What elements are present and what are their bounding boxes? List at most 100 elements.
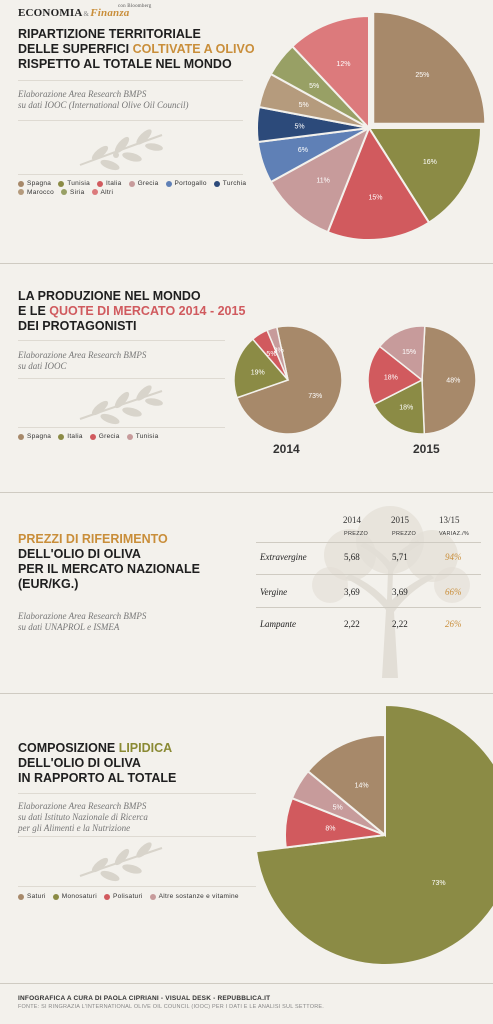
section2-source-line1: Elaborazione Area Research BMPS [18, 350, 147, 360]
legend-item-portogallo: Portogallo [165, 180, 207, 187]
col-sub-2015: PREZZO [392, 531, 417, 537]
pie-chart-2015: 48% 18% 18% 15% [367, 325, 477, 435]
section-divider-3 [0, 693, 493, 694]
section1-legend: Spagna Tunisia Italia Grecia Portogallo Turch… [18, 180, 258, 197]
legend-label: Altri [100, 188, 114, 196]
section3-source-line2: su dati UNAPROL e ISMEA [18, 622, 120, 632]
legend-swatch [91, 189, 98, 195]
legend-label: Italia [106, 180, 122, 187]
section4-separator [18, 793, 256, 794]
legend-swatch [126, 433, 133, 440]
footer-credits: INFOGRAFICA A CURA DI PAOLA CIPRIANI - V… [18, 995, 271, 1002]
section4-title-line2: DELL'OLIO DI OLIVA [18, 756, 141, 770]
legend-item-marocco: Marocco [18, 189, 54, 196]
pie-slice-tunisia [378, 325, 426, 382]
section2-separator-2 [18, 378, 225, 379]
section-divider-2 [0, 492, 493, 493]
pie-label-spagna: 48% [446, 378, 460, 385]
pie-label-marocco: 5% [299, 102, 309, 109]
section4-source-line2: su dati Istituto Nazionale di Ricerca [18, 812, 148, 822]
pie-label-portogallo: 6% [298, 147, 308, 154]
legend-label: Altre sostanze e vitamine [158, 893, 239, 900]
section4-source: Elaborazione Area Research BMPS su dati … [18, 801, 148, 834]
row-label-vergine: Vergine [260, 587, 288, 597]
section1-separator-2 [18, 120, 243, 121]
pie-slice-italia [326, 125, 431, 241]
price-table: 2014 2015 13/15 PREZZO PREZZO VARIAZ./% … [248, 510, 483, 640]
pie-label-turchia: 5% [295, 123, 305, 130]
legend-swatch [213, 180, 220, 187]
section4-legend: Saturi Monosaturi Polisaturi Altre sostanze… [18, 893, 253, 902]
legend-label: Polisaturi [112, 893, 143, 900]
section1-title-line2: DELLE SUPERFICI [18, 42, 133, 56]
legend-swatch [18, 893, 24, 900]
table-rule [256, 574, 481, 575]
legend-swatch [18, 189, 24, 195]
legend-item-altre-sostanze-e-vitamine: Altre sostanze e vitamine [149, 893, 239, 900]
pie-slice-monosaturi [254, 703, 493, 966]
row-value-2014: 2,22 [344, 619, 360, 629]
pie-slice-grecia [269, 125, 371, 234]
row-value-2014: 3,69 [344, 587, 360, 597]
section3-title-highlight: PREZZI DI RIFERIMENTO [18, 532, 168, 546]
legend-swatch [103, 893, 110, 900]
legend-swatch [18, 433, 24, 440]
col-header-2014: 2014 [343, 515, 361, 525]
table-rule [256, 607, 481, 608]
section4-separator-2 [18, 836, 256, 837]
pie-chart-superfici: 25% 16% 15% 11% 6% 5% 5% 5% 12% [256, 10, 487, 241]
section1-separator-3 [18, 174, 243, 175]
pie-label-tunisia: 16% [423, 159, 437, 166]
legend-label: Turchia [222, 180, 247, 187]
section3-source-line1: Elaborazione Area Research BMPS [18, 611, 147, 621]
legend-item-altri: Altri [91, 188, 114, 196]
pie-label-grecia: 18% [384, 374, 398, 381]
pie-label-italia: 18% [399, 405, 413, 412]
legend-swatch [52, 893, 59, 900]
section2-title-line2: E LE [18, 304, 50, 318]
col-header-variation: 13/15 [439, 515, 460, 525]
row-value-variation: 26% [445, 619, 462, 629]
legend-swatch [97, 180, 104, 187]
pie-slice-spagna [421, 325, 477, 435]
year-label-2015: 2015 [413, 442, 440, 456]
pie-label-italia: 19% [251, 369, 265, 376]
row-label-extravergine: Extravergine [260, 552, 307, 562]
section2-title: LA PRODUZIONE NEL MONDO E LE QUOTE DI ME… [18, 289, 245, 334]
row-value-variation: 66% [445, 587, 462, 597]
legend-label: Tunisia [135, 433, 159, 440]
col-sub-2014: PREZZO [344, 531, 369, 537]
legend-label: Saturi [27, 893, 46, 900]
section4-source-line3: per gli Alimenti e la Nutrizione [18, 823, 131, 833]
legend-item-italia: Italia [97, 180, 122, 187]
brand-amp: & [83, 10, 90, 18]
pie-label-tunisia: 15% [402, 349, 416, 356]
footer-source: FONTE: SI RINGRAZIA L'INTERNATIONAL OLIV… [18, 1004, 324, 1010]
legend-label: Siria [70, 188, 85, 196]
legend-item-polisaturi: Polisaturi [103, 893, 143, 900]
section1-title-line3: RISPETTO AL TOTALE NEL MONDO [18, 57, 232, 71]
brand-main: ECONOMIA [18, 7, 83, 19]
legend-item-tunisia: Tunisia [58, 180, 90, 187]
section2-title-highlight: QUOTE DI MERCATO 2014 - 2015 [49, 304, 246, 318]
pie-label-altre-sostanze-e-vitamine: 5% [333, 805, 343, 812]
row-value-2015: 5,71 [392, 552, 408, 562]
pie-slice-grecia [367, 345, 424, 406]
section-divider-1 [0, 263, 493, 264]
section-divider-4 [0, 983, 493, 984]
section2-legend: Spagna Italia Grecia Tunisia [18, 433, 228, 442]
legend-item-spagna: Spagna [18, 433, 51, 440]
pie-label-polisaturi: 8% [325, 826, 335, 833]
pie-label-saturi: 14% [355, 783, 369, 790]
section4-title: COMPOSIZIONE LIPIDICA DELL'OLIO DI OLIVA… [18, 741, 176, 786]
section2-source-line2: su dati IOOC [18, 361, 67, 371]
section4-source-line1: Elaborazione Area Research BMPS [18, 801, 147, 811]
pie-chart-lipidica: 73% 8% 5% 14% [254, 703, 493, 966]
row-value-2015: 2,22 [392, 619, 408, 629]
row-value-variation: 94% [445, 552, 462, 562]
section2-separator-3 [18, 427, 225, 428]
section3-title-line2: DELL'OLIO DI OLIVA [18, 547, 141, 561]
section1-source-line1: Elaborazione Area Research BMPS [18, 89, 147, 99]
section2-source: Elaborazione Area Research BMPS su dati … [18, 350, 146, 372]
legend-label: Tunisia [67, 180, 91, 187]
